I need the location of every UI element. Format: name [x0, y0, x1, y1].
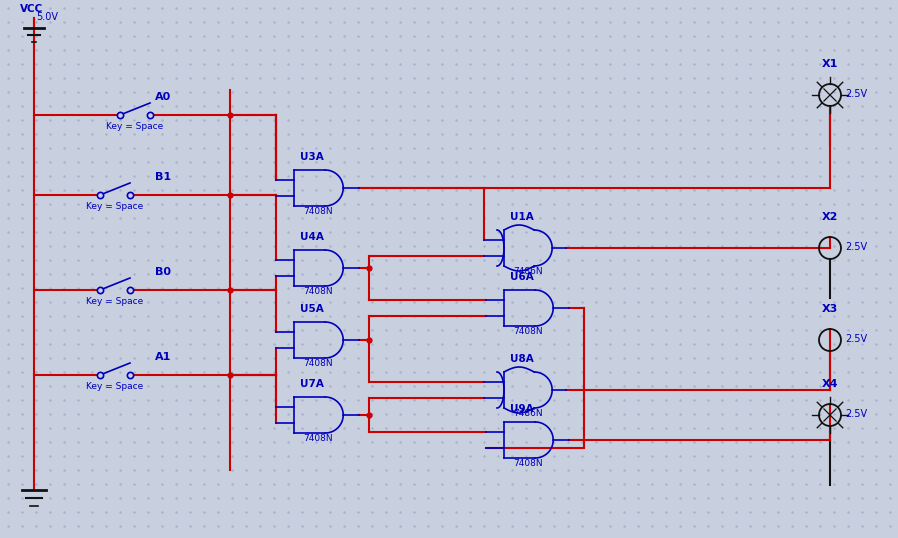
Text: 2.5V: 2.5V	[845, 409, 867, 419]
Text: A0: A0	[155, 92, 172, 102]
Text: 7486N: 7486N	[513, 409, 542, 418]
Text: U9A: U9A	[510, 404, 533, 414]
Text: 2.5V: 2.5V	[845, 334, 867, 344]
Text: 7408N: 7408N	[304, 287, 333, 296]
Text: U1A: U1A	[510, 212, 534, 222]
Text: Key = Space: Key = Space	[86, 297, 144, 306]
Text: 2.5V: 2.5V	[845, 242, 867, 252]
Text: 7408N: 7408N	[513, 459, 542, 468]
Text: X1: X1	[822, 59, 839, 69]
Text: 7486N: 7486N	[513, 267, 542, 276]
Text: 7408N: 7408N	[304, 359, 333, 368]
Text: Key = Space: Key = Space	[86, 382, 144, 391]
Text: Key = Space: Key = Space	[106, 122, 163, 131]
Text: Key = Space: Key = Space	[86, 202, 144, 211]
Text: X2: X2	[822, 212, 839, 222]
Text: U8A: U8A	[510, 354, 534, 364]
Text: 7408N: 7408N	[513, 327, 542, 336]
Text: 7408N: 7408N	[304, 434, 333, 443]
Text: 7408N: 7408N	[304, 207, 333, 216]
Text: X3: X3	[822, 304, 838, 314]
Text: U3A: U3A	[300, 152, 324, 162]
Text: U5A: U5A	[300, 304, 324, 314]
Text: B1: B1	[155, 172, 172, 182]
Text: B0: B0	[155, 267, 171, 277]
Text: VCC: VCC	[20, 4, 43, 14]
Text: U7A: U7A	[300, 379, 324, 389]
Text: 2.5V: 2.5V	[845, 89, 867, 99]
Text: U6A: U6A	[510, 272, 534, 282]
Text: A1: A1	[155, 352, 172, 362]
Text: U4A: U4A	[300, 232, 324, 242]
Text: 5.0V: 5.0V	[36, 12, 58, 22]
Text: X4: X4	[822, 379, 839, 389]
